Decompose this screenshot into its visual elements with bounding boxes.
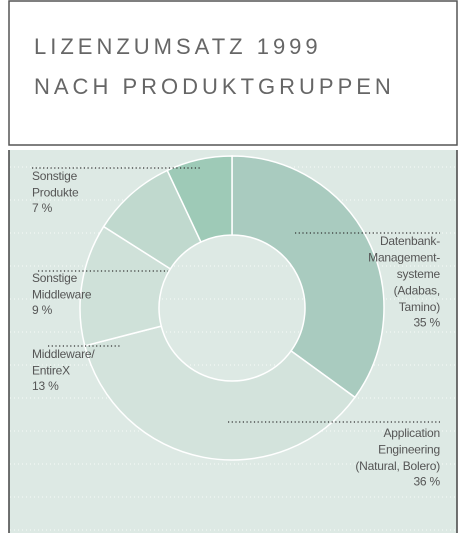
plot: Datenbank- Management-systeme (Adabas, Tami… bbox=[32, 155, 441, 489]
category-label: Sonstige bbox=[32, 169, 78, 183]
category-label: systeme bbox=[397, 267, 441, 281]
donut-segment bbox=[83, 325, 357, 461]
value-label: 35 % bbox=[413, 316, 440, 330]
category-label: Tamino) bbox=[399, 300, 440, 314]
category-label: Application bbox=[383, 426, 440, 440]
category-label: Management- bbox=[368, 251, 440, 265]
category-label: (Adabas, bbox=[394, 284, 440, 298]
category-label: Engineering bbox=[378, 443, 440, 457]
value-label: 9 % bbox=[32, 303, 53, 317]
category-label: Middleware bbox=[32, 288, 92, 302]
donut-segment bbox=[166, 155, 233, 243]
value-label: 13 % bbox=[32, 379, 59, 393]
chart-title: NACH PRODUKTGRUPPEN bbox=[34, 74, 395, 99]
category-label: Produkte bbox=[32, 186, 79, 200]
category-label: Sonstige bbox=[32, 271, 78, 285]
title-box bbox=[8, 0, 458, 146]
donut-segment bbox=[231, 155, 385, 399]
category-label: Middleware/ bbox=[32, 347, 95, 361]
value-label: 36 % bbox=[413, 475, 440, 489]
value-label: 7 % bbox=[32, 201, 53, 215]
category-label: EntireX bbox=[32, 364, 70, 378]
category-label: (Natural, Bolero) bbox=[355, 459, 440, 473]
chart-title: LIZENZUMSATZ 1999 bbox=[34, 34, 322, 59]
category-label: Datenbank- bbox=[380, 234, 440, 248]
